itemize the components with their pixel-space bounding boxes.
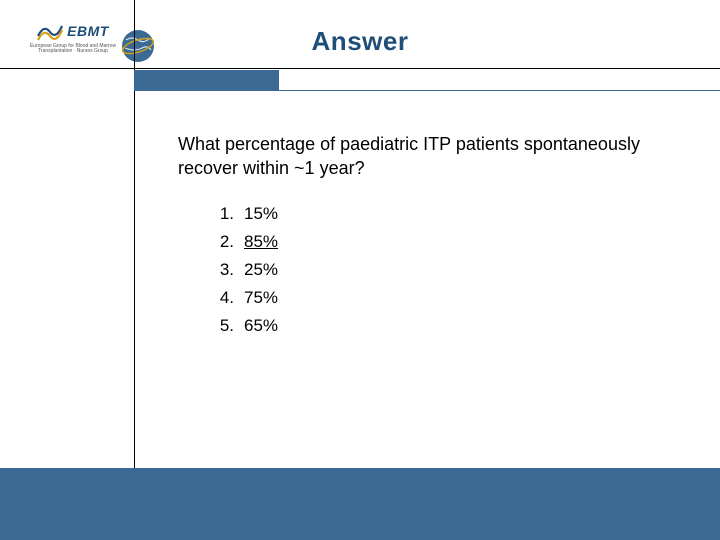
option-number: 5.: [216, 316, 244, 336]
horizontal-rule-top: [0, 68, 720, 69]
option-item: 1.15%: [216, 204, 278, 224]
option-item: 4.75%: [216, 288, 278, 308]
option-number: 3.: [216, 260, 244, 280]
option-number: 4.: [216, 288, 244, 308]
footer-bar: [0, 468, 720, 540]
option-number: 2.: [216, 232, 244, 252]
option-item: 3.25%: [216, 260, 278, 280]
accent-bar: [134, 70, 279, 90]
option-number: 1.: [216, 204, 244, 224]
slide-title: Answer: [0, 26, 720, 57]
option-value-correct: 85%: [244, 232, 278, 252]
question-text: What percentage of paediatric ITP patien…: [178, 132, 678, 181]
option-value: 75%: [244, 288, 278, 308]
option-item: 2.85%: [216, 232, 278, 252]
option-value: 15%: [244, 204, 278, 224]
option-value: 65%: [244, 316, 278, 336]
option-item: 5.65%: [216, 316, 278, 336]
horizontal-rule-accent: [134, 90, 720, 91]
option-value: 25%: [244, 260, 278, 280]
options-list: 1.15%2.85%3.25%4.75%5.65%: [216, 204, 278, 344]
